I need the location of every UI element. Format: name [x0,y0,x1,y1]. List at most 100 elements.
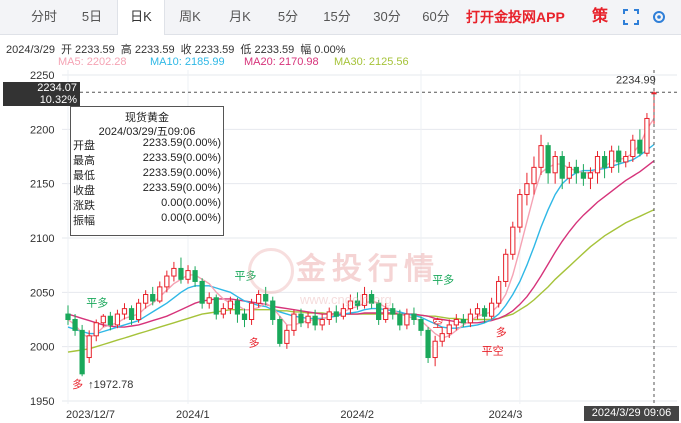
tab-intraday[interactable]: 分时 [30,9,57,24]
candle-body [248,302,255,321]
candle-body [79,329,85,375]
tab-weekly-k[interactable]: 周K [179,9,201,24]
y-tick-label: 1950 [30,396,54,408]
strategy-button[interactable]: 策 [592,8,609,25]
candle-body [460,319,466,324]
candle-body [86,335,92,359]
tab-monthly-k[interactable]: 月K [229,9,251,24]
tooltip-title: 现货黄金 [125,112,169,124]
candle-body [72,319,78,331]
candle-body [220,308,226,315]
settings-icon[interactable] [651,9,667,25]
ohlc-high: 高 2233.59 [120,44,175,56]
y-tick-label: 2050 [30,287,54,299]
tab-daily-k[interactable]: 日K [117,0,165,35]
y-tick-label: 2250 [30,70,54,82]
candle-body [121,308,128,315]
candle-body [418,319,424,331]
candle-body [488,302,495,317]
candle-body [503,253,509,282]
tooltip-time: 2024/03/29/五09:06 [98,126,196,138]
ma20-line [67,160,655,328]
tooltip-row-amplitude: 振幅 0.00(0.00%) [73,212,221,227]
candle-body [594,156,601,174]
candle-body [241,313,248,321]
cursor-price-box: 2234.07 10.32% [3,82,80,106]
signal-marker: 平多 [86,295,108,309]
signal-marker: 平空 [482,343,504,357]
min-price-label: ↑1972.78 [88,379,133,391]
candle-body [298,313,304,324]
candle-body [270,300,276,321]
candle-body [609,150,615,168]
candle-body [587,172,594,179]
signal-marker: 多 [496,325,507,339]
candle-body [524,183,530,196]
candle-body [630,139,636,157]
signal-marker: 多 [72,377,83,391]
candle-body [397,313,403,326]
candle-body [559,156,565,179]
candle-body [545,145,551,174]
candle-body [277,319,283,344]
candle-body [538,145,544,168]
candle-body [644,117,650,154]
candle-body [178,267,184,280]
candle-body [256,294,262,304]
candle-body [171,267,177,277]
candle-body [199,280,205,304]
ma10-line [67,143,655,335]
candle-body [390,308,396,315]
signal-marker: 平多 [432,273,454,287]
open-app-link[interactable]: 打开金投网APP [466,9,565,25]
candle-body [439,333,445,342]
candle-body [531,166,537,185]
y-tick-label: 2150 [30,179,54,191]
tooltip-row-low: 最低 2233.59(0.00%) [73,167,221,182]
signal-marker: 空 [432,316,443,330]
fullscreen-icon[interactable] [623,9,639,25]
candle-body [312,315,318,326]
candle-body [432,340,438,359]
tab-5min[interactable]: 5分 [277,9,299,24]
candle-body [573,166,579,174]
candle-body [128,308,135,320]
cursor-pct: 10.32% [39,94,77,106]
candle-body [651,92,657,95]
candle-body [291,313,297,331]
candle-body [361,294,368,306]
tab-60min[interactable]: 60分 [422,9,450,24]
y-tick-label: 2200 [30,124,54,136]
candle-body [616,150,622,163]
candle-tooltip: 现货黄金 2024/03/29/五09:06 开盘 2233.59(0.00%) … [70,106,224,236]
candle-body [481,308,488,317]
ohlc-change: 幅 0.00% [300,44,346,56]
candle-body [114,313,121,326]
candle-body [319,319,325,326]
candle-body [566,166,572,179]
tab-15min[interactable]: 15分 [323,9,351,24]
ma20-label: MA20: 2170.98 [244,56,319,68]
ohlc-date: 2024/3/29 [6,44,55,56]
candle-body [93,322,99,337]
ohlc-close: 收 2233.59 [180,44,235,56]
candle-body [637,139,643,154]
candle-body [467,313,474,324]
candle-body [517,194,523,228]
candle-body [552,156,558,174]
candle-body [404,313,410,326]
candle-body [453,319,459,326]
tooltip-row-change: 涨跌 0.00(0.00%) [73,197,221,212]
tab-30min[interactable]: 30分 [373,9,401,24]
y-tick-label: 2100 [30,233,54,245]
candle-body [354,300,361,306]
watermark-logo [248,248,294,294]
candle-body [510,226,516,255]
cursor-date-box: 2024/3/29 09:06 [584,406,679,421]
tab-5day[interactable]: 5日 [81,9,103,24]
candle-body [623,156,629,163]
candle-body [496,280,502,304]
period-tab-bar: 分时 5日 日K 周K 月K 5分 15分 30分 60分 打开金投网APP 策 [0,0,681,35]
candle-body [347,300,354,310]
